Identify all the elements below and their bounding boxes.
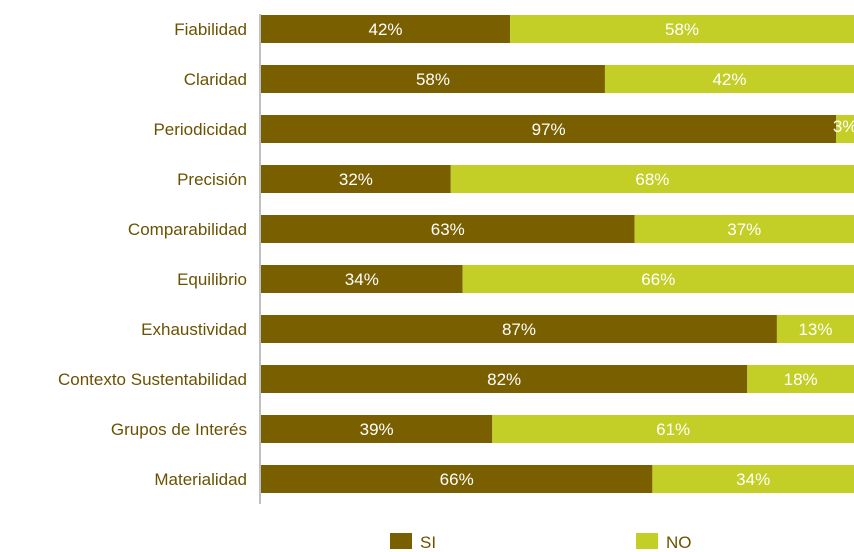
bar-segment-si — [261, 315, 777, 343]
bar-value-label: 58% — [416, 70, 450, 89]
bar-value-label: 58% — [665, 20, 699, 39]
bar-value-label: 66% — [641, 270, 675, 289]
bar-value-label: 3% — [833, 117, 854, 136]
bars — [261, 15, 854, 493]
bar-segment-si — [261, 215, 635, 243]
bar-segment-si — [261, 165, 451, 193]
legend-label-si: SI — [420, 533, 436, 552]
bar-value-labels: 42% 58% 58% 42% 97% 3% 32% 68% 63% 37% 34% 66% 87% 13… — [339, 20, 854, 489]
bar-segment-si — [261, 365, 748, 393]
bar-value-label: 18% — [784, 370, 818, 389]
legend-swatch-si — [390, 533, 412, 549]
category-label: Materialidad — [154, 470, 247, 489]
bar-value-label: 37% — [727, 220, 761, 239]
bar-value-label: 42% — [369, 20, 403, 39]
bar-value-label: 42% — [712, 70, 746, 89]
category-label: Exhaustividad — [141, 320, 247, 339]
category-label: Equilibrio — [177, 270, 247, 289]
category-label: Precisión — [177, 170, 247, 189]
legend-swatch-no — [636, 533, 658, 549]
bar-segment-no — [462, 265, 854, 293]
bar-segment-si — [261, 15, 511, 43]
category-label: Contexto Sustentabilidad — [58, 370, 247, 389]
bar-value-label: 66% — [440, 470, 474, 489]
bar-value-label: 13% — [798, 320, 832, 339]
bar-segment-no — [450, 165, 854, 193]
bar-segment-no — [747, 365, 854, 393]
bar-segment-no — [652, 465, 854, 493]
bar-value-label: 87% — [502, 320, 536, 339]
category-label: Fiabilidad — [174, 20, 247, 39]
bar-segment-si — [261, 465, 653, 493]
category-label: Claridad — [184, 70, 247, 89]
bar-value-label: 34% — [345, 270, 379, 289]
bar-value-label: 39% — [360, 420, 394, 439]
legend-label-no: NO — [666, 533, 692, 552]
bar-segment-si — [261, 65, 605, 93]
category-label: Comparabilidad — [128, 220, 247, 239]
bar-segment-si — [261, 115, 837, 143]
bar-value-label: 61% — [656, 420, 690, 439]
bar-value-label: 63% — [431, 220, 465, 239]
bar-value-label: 97% — [532, 120, 566, 139]
bar-segment-si — [261, 415, 493, 443]
category-label: Periodicidad — [153, 120, 247, 139]
bar-segment-si — [261, 265, 463, 293]
bar-value-label: 82% — [487, 370, 521, 389]
bar-segment-no — [776, 315, 854, 343]
bar-value-label: 34% — [736, 470, 770, 489]
category-labels: Fiabilidad Claridad Periodicidad Precisión C… — [58, 20, 247, 489]
bar-segment-no — [604, 65, 854, 93]
category-label: Grupos de Interés — [111, 420, 247, 439]
bar-value-label: 68% — [635, 170, 669, 189]
bar-segment-no — [836, 115, 854, 143]
bar-value-label: 32% — [339, 170, 373, 189]
bar-segment-no — [510, 15, 854, 43]
legend: SI NO — [390, 533, 692, 552]
bar-segment-no — [492, 415, 854, 443]
bar-segment-no — [634, 215, 854, 243]
